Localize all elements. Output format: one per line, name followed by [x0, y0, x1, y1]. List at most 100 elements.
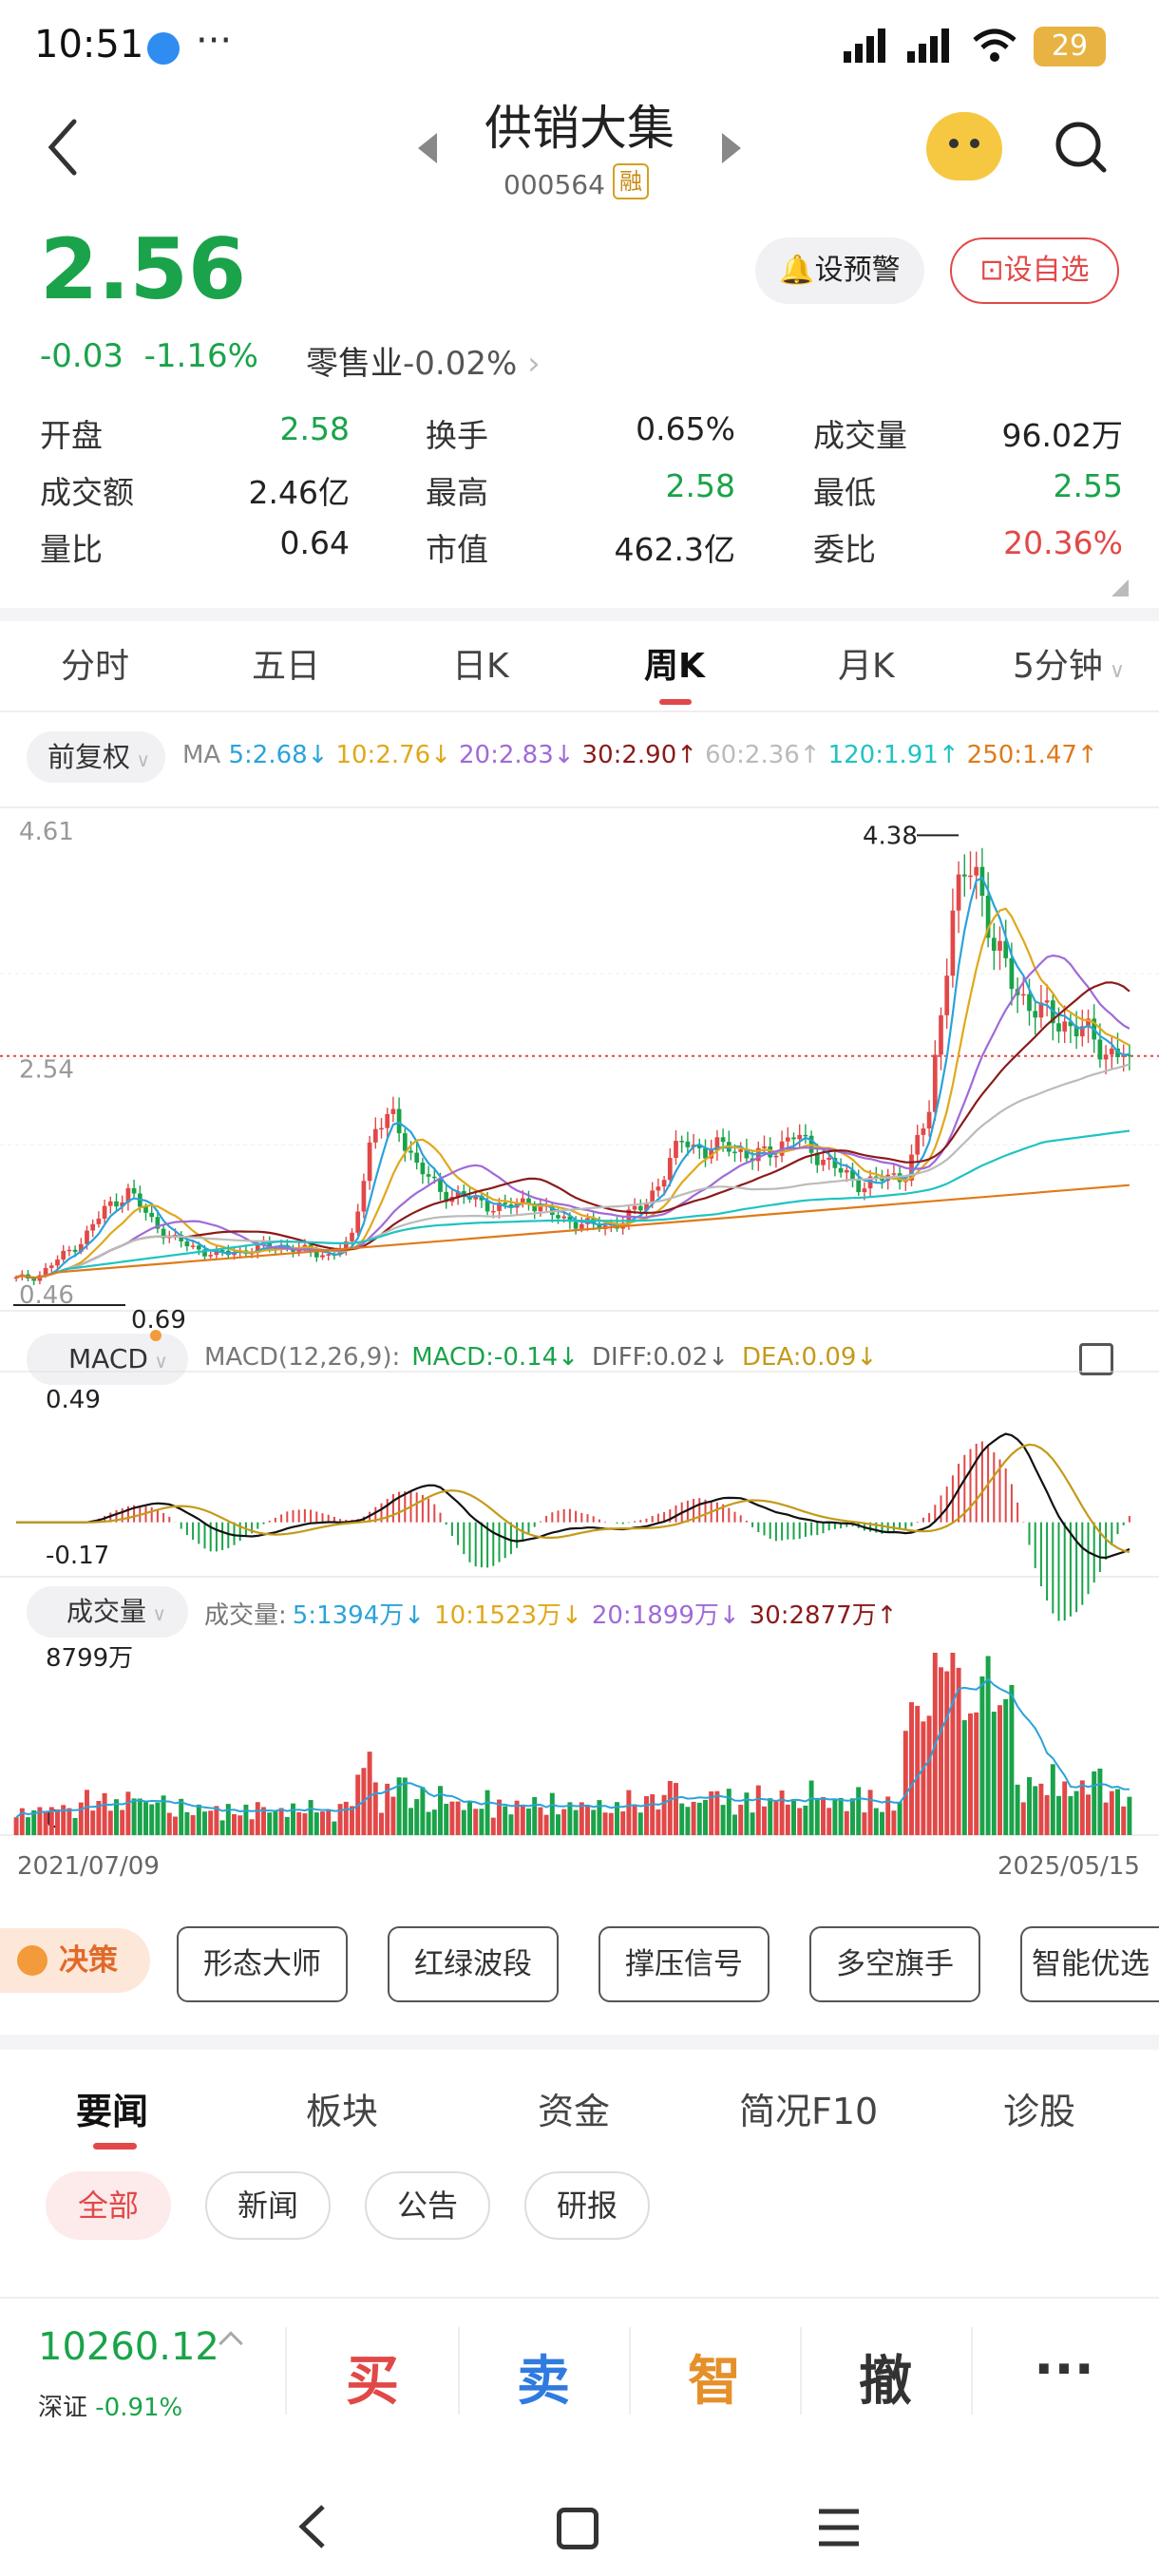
candle-body [1121, 1054, 1127, 1057]
candle-body [438, 1178, 443, 1192]
nav-home-icon[interactable] [557, 2508, 598, 2549]
news-filter-2[interactable]: 公告 [365, 2171, 490, 2240]
candle-body [120, 1202, 125, 1207]
stat-label: 委比 [813, 531, 876, 568]
volume-bar [431, 1809, 437, 1835]
tool-button-4[interactable]: 智能优选 [1020, 1926, 1159, 2002]
stat-value: 2.58 [279, 410, 350, 447]
sector-name: 零售业 [306, 345, 403, 383]
macd-y-top-label: 0.49 [46, 1386, 101, 1414]
volume-bar [656, 1809, 661, 1835]
next-stock-arrow-icon[interactable] [722, 133, 741, 163]
candle-body [1079, 1026, 1085, 1037]
news-tab-3[interactable]: 简况F10 [739, 2091, 879, 2132]
tab-3[interactable]: 周K [644, 647, 705, 686]
candle-body [179, 1235, 184, 1241]
volume-bar [396, 1777, 402, 1835]
volume-indicator-dropdown[interactable]: 成交量 ∨ [27, 1586, 188, 1638]
action-0[interactable]: 买 [346, 2351, 399, 2413]
action-1[interactable]: 卖 [517, 2351, 570, 2413]
volume-y-top-label: 8799万 [46, 1644, 133, 1673]
current-price: 2.56 [40, 220, 247, 318]
news-filter-0[interactable]: 全部 [46, 2171, 171, 2240]
volume-bar [773, 1801, 779, 1835]
volume-bar [573, 1809, 579, 1835]
candle-body [420, 1163, 426, 1175]
tab-2[interactable]: 日K [452, 647, 509, 686]
volume-bar [768, 1798, 773, 1835]
action-3[interactable]: 撤 [859, 2351, 912, 2413]
volume-bar [891, 1810, 897, 1835]
candle-body [974, 866, 979, 876]
search-icon[interactable] [1053, 119, 1110, 176]
tool-button-2[interactable]: 撑压信号 [598, 1926, 770, 2002]
news-tab-1[interactable]: 板块 [306, 2091, 379, 2132]
mascot-icon[interactable] [926, 112, 1002, 180]
volume-bar [243, 1804, 249, 1835]
kline-chart[interactable]: 4.612.540.464.380.690.49-0.178799万0 [0, 798, 1159, 1862]
volume-bar [867, 1790, 873, 1835]
volume-bar [332, 1821, 337, 1835]
indicator-dropdown[interactable]: MACD ∨ [27, 1334, 188, 1385]
news-filter-3[interactable]: 研报 [524, 2171, 650, 2240]
add-watchlist-button[interactable]: ⊡设自选 [950, 237, 1119, 304]
candle-body [202, 1249, 207, 1257]
candle-body [1086, 1018, 1091, 1027]
candle-body [832, 1157, 838, 1168]
tab-4[interactable]: 月K [838, 647, 895, 686]
index-value[interactable]: 10260.12 [38, 2325, 219, 2369]
candle-body [661, 1180, 667, 1187]
adjust-mode-dropdown[interactable]: 前复权 ∨ [27, 731, 165, 783]
nav-menu-icon[interactable] [817, 2506, 861, 2549]
signal-icon [844, 28, 889, 66]
volume-bar [385, 1783, 390, 1835]
candle-body [567, 1216, 573, 1222]
set-alert-button[interactable]: 🔔设预警 [755, 237, 924, 304]
volume-bar [444, 1804, 449, 1835]
sector-change: -0.02% [403, 345, 518, 383]
decision-tab[interactable]: 决策 [0, 1928, 150, 1993]
action-divider [629, 2327, 631, 2415]
ma-line-ma30 [15, 981, 1130, 1279]
ma-line-ma5 [15, 876, 1130, 1279]
candle-body [61, 1250, 66, 1260]
tool-button-1[interactable]: 红绿波段 [388, 1926, 559, 2002]
volume-bar [520, 1805, 525, 1835]
candle-body [66, 1249, 72, 1252]
decision-icon [17, 1945, 48, 1976]
candle-body [503, 1203, 508, 1205]
candle-body [55, 1260, 60, 1266]
trade-action-bar [0, 2297, 1159, 2447]
candle-body [131, 1187, 137, 1194]
nav-back-icon[interactable] [294, 2503, 332, 2550]
news-tab-0[interactable]: 要闻 [76, 2091, 149, 2132]
volume-item: 10:1523万↓ [434, 1601, 582, 1630]
volume-bar [320, 1811, 325, 1835]
candle-body [637, 1205, 643, 1211]
news-tab-2[interactable]: 资金 [538, 2091, 611, 2132]
section-divider [0, 2035, 1159, 2050]
tool-button-3[interactable]: 多空旗手 [809, 1926, 980, 2002]
active-tab-indicator [659, 699, 692, 705]
tab-0[interactable]: 分时 [61, 647, 130, 686]
volume-bar [326, 1810, 332, 1835]
prev-stock-arrow-icon[interactable] [418, 133, 437, 163]
tab-5[interactable]: 5分钟 ∨ [1013, 647, 1126, 686]
candle-body [96, 1218, 102, 1224]
action-2[interactable]: 智 [688, 2351, 741, 2413]
news-filter-1[interactable]: 新闻 [205, 2171, 331, 2240]
expand-corner-icon[interactable] [1112, 579, 1129, 597]
candle-body [597, 1223, 602, 1229]
tool-button-0[interactable]: 形态大师 [177, 1926, 348, 2002]
volume-bar [238, 1815, 243, 1835]
candle-body [190, 1245, 196, 1247]
edit-indicator-icon[interactable] [1079, 1343, 1113, 1375]
sector-link[interactable]: 零售业-0.02% › [306, 337, 541, 384]
action-4[interactable]: ··· [1034, 2339, 1094, 2400]
news-tab-4[interactable]: 诊股 [1003, 2091, 1076, 2132]
candle-body [1027, 994, 1032, 1012]
volume-bar [1056, 1795, 1061, 1835]
back-button[interactable] [42, 114, 84, 180]
tab-1[interactable]: 五日 [252, 647, 321, 686]
candle-body [232, 1252, 237, 1256]
